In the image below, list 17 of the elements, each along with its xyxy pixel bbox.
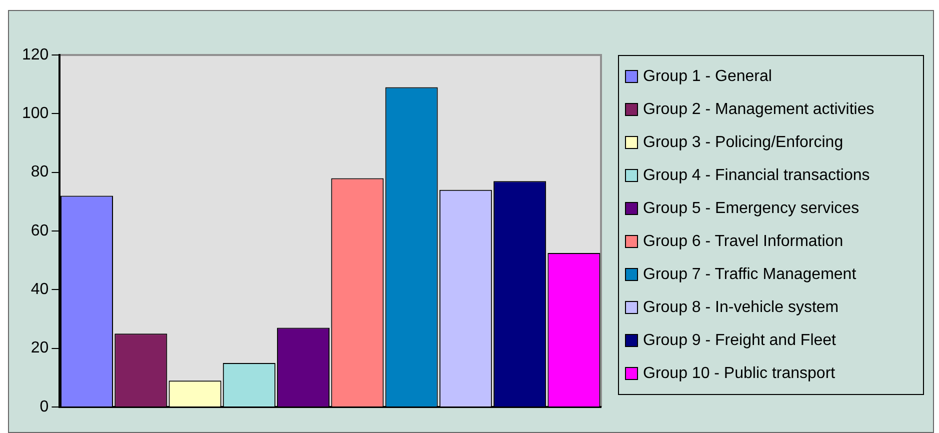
legend-label: Group 3 - Policing/Enforcing (643, 134, 844, 152)
y-tick-label: 120 (22, 46, 49, 64)
legend-label: Group 9 - Freight and Fleet (643, 332, 836, 350)
legend-label: Group 8 - In-vehicle system (643, 298, 839, 316)
y-tick-label: 40 (30, 281, 49, 298)
legend-label: Group 5 - Emergency services (643, 200, 860, 218)
legend-label: Group 10 - Public transport (643, 364, 836, 382)
legend-label: Group 4 - Financial transactions (643, 166, 870, 184)
legend-label: Group 6 - Travel Information (643, 232, 844, 250)
y-tick-label: 60 (30, 222, 49, 240)
legend-label: Group 1 - General (643, 68, 772, 86)
y-tick-label: 100 (22, 105, 49, 122)
legend-label: Group 7 - Traffic Management (643, 266, 856, 284)
y-tick-label: 20 (30, 340, 49, 357)
y-tick-label: 0 (40, 398, 49, 416)
y-tick-label: 80 (30, 164, 49, 181)
legend-label: Group 2 - Management activities (643, 100, 874, 118)
